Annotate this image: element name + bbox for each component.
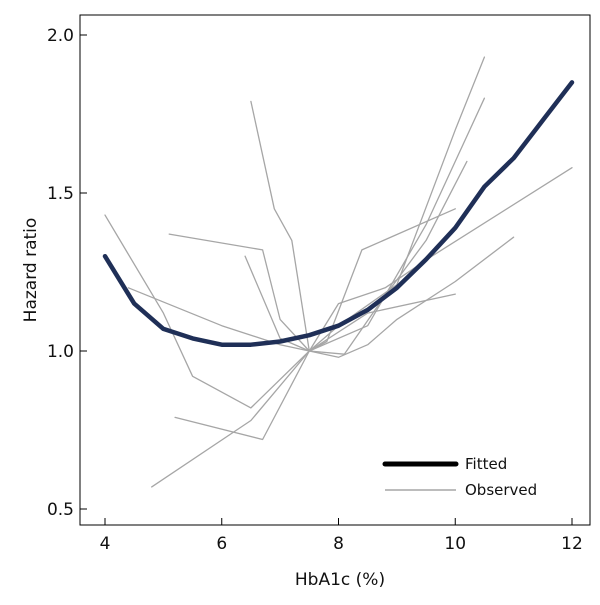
- x-tick-label: 4: [100, 534, 111, 554]
- observed-series-group: [104, 56, 573, 488]
- x-tick-label: 12: [561, 534, 583, 554]
- observed-series-line-2: [127, 287, 456, 352]
- observed-series-line-6: [174, 160, 468, 441]
- x-tick-label: 8: [333, 534, 344, 554]
- observed-series-line-7: [151, 167, 573, 488]
- x-tick-label: 6: [216, 534, 227, 554]
- legend: Fitted Observed: [382, 455, 537, 499]
- plot-frame: [79, 14, 591, 526]
- y-axis: 0.5 1.0 1.5 2.0: [47, 26, 87, 520]
- legend-label-fitted: Fitted: [465, 455, 507, 473]
- fitted-series-line: [102, 80, 575, 347]
- y-axis-title: Hazard ratio: [21, 218, 41, 323]
- x-axis-title: HbA1c (%): [295, 570, 385, 590]
- x-tick-label: 10: [444, 534, 466, 554]
- y-tick-label: 0.5: [47, 500, 74, 520]
- x-axis: 4 6 8 10 12: [100, 518, 583, 554]
- y-tick-label: 2.0: [47, 26, 74, 46]
- y-tick-label: 1.5: [47, 184, 74, 204]
- y-tick-label: 1.0: [47, 342, 74, 362]
- observed-series-line-1: [104, 97, 486, 409]
- fitted-series-group: [102, 80, 575, 347]
- observed-series-line-3: [168, 56, 486, 352]
- legend-label-observed: Observed: [465, 481, 537, 499]
